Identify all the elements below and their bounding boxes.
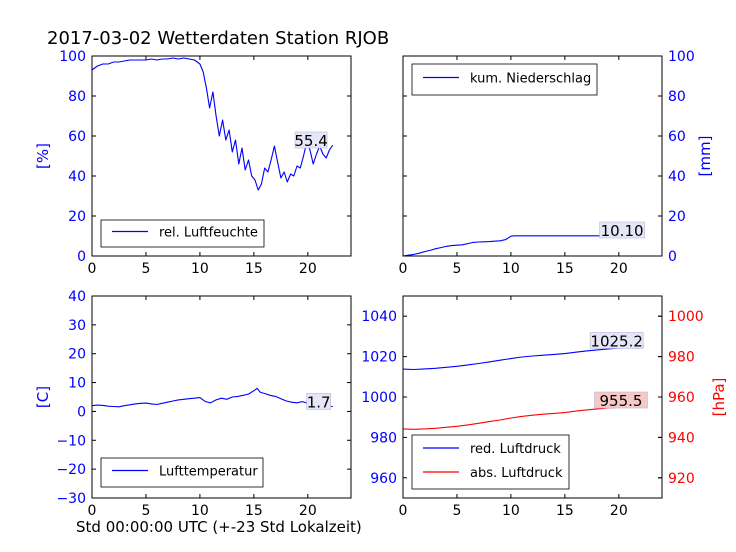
y-tick-label: −20 xyxy=(56,462,86,478)
series-line xyxy=(91,387,333,408)
y-tick-label: 1040 xyxy=(361,309,397,325)
legend-label: rel. Luftfeuchte xyxy=(159,226,258,241)
x-tick-label: 0 xyxy=(399,261,408,277)
x-tick-label: 15 xyxy=(556,503,574,519)
x-axis-label: Std 00:00:00 UTC (+-23 Std Lokalzeit) xyxy=(76,518,362,536)
value-annotation: 55.4 xyxy=(294,132,327,150)
y-axis-label: [mm] xyxy=(696,136,714,177)
x-tick-label: 15 xyxy=(556,261,574,277)
y-tick-label: 1000 xyxy=(361,390,397,406)
y-right-tick-label: 920 xyxy=(668,471,695,487)
x-tick-label: 10 xyxy=(502,503,520,519)
legend-box xyxy=(411,63,598,96)
y-tick-label: 40 xyxy=(68,169,86,185)
plot-frame xyxy=(402,55,663,257)
y-tick-label: 30 xyxy=(68,318,86,334)
value-annotation: 1.7 xyxy=(307,393,331,411)
legend-box xyxy=(100,457,264,488)
plot-frame xyxy=(91,295,352,499)
y-right-tick-label: 940 xyxy=(668,430,695,446)
y-axis-label: [C] xyxy=(34,386,52,408)
y-tick-label: 1020 xyxy=(361,350,397,366)
series-line xyxy=(402,345,644,371)
value-annotation: 1025.2 xyxy=(590,332,643,350)
x-tick-label: 20 xyxy=(610,261,628,277)
chart-panel-bottom-right: 0 5 10 15 20 960 980 1000 1020 1040 920 940 960 980 10… xyxy=(361,295,728,519)
y-tick-label: 20 xyxy=(68,209,86,225)
y-tick-label: 40 xyxy=(68,289,86,305)
y-right-tick-label: 980 xyxy=(668,350,695,366)
chart-panel-bottom-left: 0 5 10 15 20 −30 −20 −10 0 10 20 30 40 [C] 1.7 Lufttemp… xyxy=(34,289,352,519)
plot-frame xyxy=(91,55,352,257)
series-line xyxy=(402,235,644,257)
y-tick-label: 60 xyxy=(68,129,86,145)
y-tick-label: 20 xyxy=(668,209,686,225)
y-tick-label: 980 xyxy=(370,430,397,446)
x-tick-label: 10 xyxy=(502,261,520,277)
x-tick-label: 20 xyxy=(299,261,317,277)
y-tick-label: 0 xyxy=(668,249,677,265)
legend-label: red. Luftdruck xyxy=(470,442,561,457)
y-tick-label: 20 xyxy=(68,347,86,363)
y-right-tick-label: 960 xyxy=(668,390,695,406)
x-tick-label: 0 xyxy=(399,503,408,519)
chart-panel-top-right: 0 5 10 15 20 0 20 40 60 80 100 [mm] 10.10 kum. Nieder… xyxy=(399,49,714,277)
y-tick-label: 10 xyxy=(68,376,86,392)
value-annotation-box xyxy=(306,393,331,410)
y-tick-label: 0 xyxy=(77,249,86,265)
plot-frame xyxy=(402,295,663,499)
x-tick-label: 5 xyxy=(452,503,461,519)
y-tick-label: 0 xyxy=(77,404,86,420)
x-tick-label: 20 xyxy=(610,503,628,519)
value-annotation-box xyxy=(589,332,644,349)
y-tick-label: 40 xyxy=(668,169,686,185)
y-right-axis-label: [hPa] xyxy=(710,378,728,417)
y-tick-label: 80 xyxy=(68,89,86,105)
legend-label: kum. Niederschlag xyxy=(470,72,591,87)
x-tick-label: 10 xyxy=(191,503,209,519)
y-tick-label: 60 xyxy=(668,129,686,145)
value-annotation: 10.10 xyxy=(601,222,644,240)
x-tick-label: 5 xyxy=(141,503,150,519)
figure-title: 2017-03-02 Wetterdaten Station RJOB xyxy=(47,28,389,49)
y-tick-label: 100 xyxy=(59,49,86,65)
legend-box xyxy=(411,434,570,490)
value-annotation-box xyxy=(594,391,648,409)
x-tick-label: 10 xyxy=(191,261,209,277)
y-right-tick-label: 1000 xyxy=(668,309,704,325)
chart-panel-top-left: 0 5 10 15 20 0 20 40 60 80 100 [%] 55.4 rel. Luftfeuc… xyxy=(34,49,352,277)
x-tick-label: 0 xyxy=(88,503,97,519)
value-annotation-box xyxy=(294,131,328,149)
x-tick-label: 15 xyxy=(245,261,263,277)
x-tick-label: 5 xyxy=(452,261,461,277)
x-tick-label: 20 xyxy=(299,503,317,519)
legend-label: abs. Luftdruck xyxy=(470,466,563,481)
value-annotation: 955.5 xyxy=(600,392,643,410)
legend-label: Lufttemperatur xyxy=(159,465,258,480)
y-axis-label: [%] xyxy=(34,143,52,169)
x-tick-label: 15 xyxy=(245,503,263,519)
x-tick-label: 5 xyxy=(141,261,150,277)
legend-box xyxy=(100,219,265,248)
y-tick-label: −10 xyxy=(56,433,86,449)
y-tick-label: 960 xyxy=(370,471,397,487)
value-annotation-box xyxy=(599,221,645,239)
series-line xyxy=(91,57,334,191)
y-tick-label: −30 xyxy=(56,491,86,507)
y-tick-label: 100 xyxy=(668,49,695,65)
y-tick-label: 80 xyxy=(668,89,686,105)
x-tick-label: 0 xyxy=(88,261,97,277)
